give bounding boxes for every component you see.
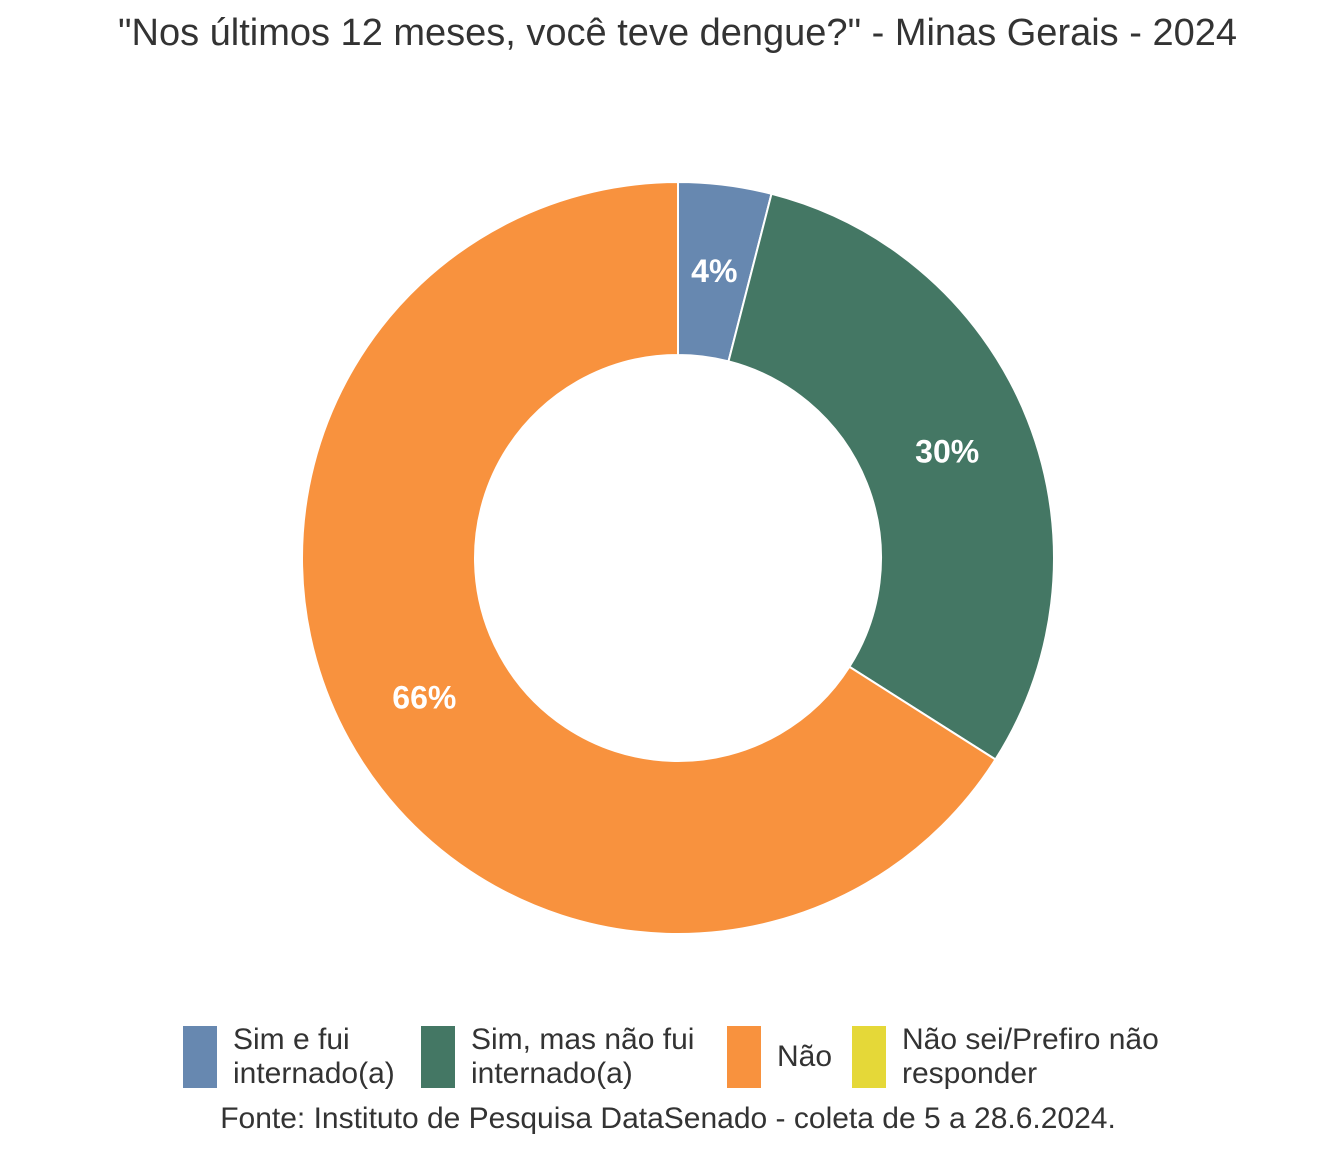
legend-item-nao: Não — [727, 1022, 832, 1092]
legend: Sim e fui internado(a) Sim, mas não fui in… — [0, 1022, 1344, 1092]
legend-swatch-nao — [727, 1026, 761, 1088]
chart-caption: Fonte: Instituto de Pesquisa DataSenado … — [220, 1102, 1116, 1135]
legend-item-sim-internado: Sim e fui internado(a) — [183, 1022, 395, 1092]
data-label-nao: 66% — [392, 679, 456, 715]
legend-label-sim-internado: Sim e fui internado(a) — [233, 1023, 395, 1090]
legend-swatch-sim-internado — [183, 1026, 217, 1088]
chart-title: "Nos últimos 12 meses, você teve dengue?… — [118, 12, 1237, 54]
data-label-sim-e-fui-internado-a: 4% — [691, 253, 737, 289]
slice-sim-mas-nao-fui-internado-a — [727, 192, 1055, 761]
legend-label-nao: Não — [777, 1040, 833, 1073]
data-label-sim-mas-nao-fui-internado-a: 30% — [915, 433, 979, 469]
legend-item-sim-nao-internado: Sim, mas não fui internado(a) — [421, 1022, 694, 1092]
legend-swatch-sim-nao-internado — [421, 1026, 455, 1088]
slice-nao — [301, 180, 997, 935]
legend-label-nao-sei: Não sei/Prefiro não responder — [902, 1023, 1159, 1090]
legend-item-nao-sei: Não sei/Prefiro não responder — [852, 1022, 1159, 1092]
legend-label-sim-nao-internado: Sim, mas não fui internado(a) — [471, 1023, 695, 1090]
donut-chart: 4% 30% 66% — [301, 180, 1055, 935]
legend-swatch-nao-sei — [852, 1026, 886, 1088]
